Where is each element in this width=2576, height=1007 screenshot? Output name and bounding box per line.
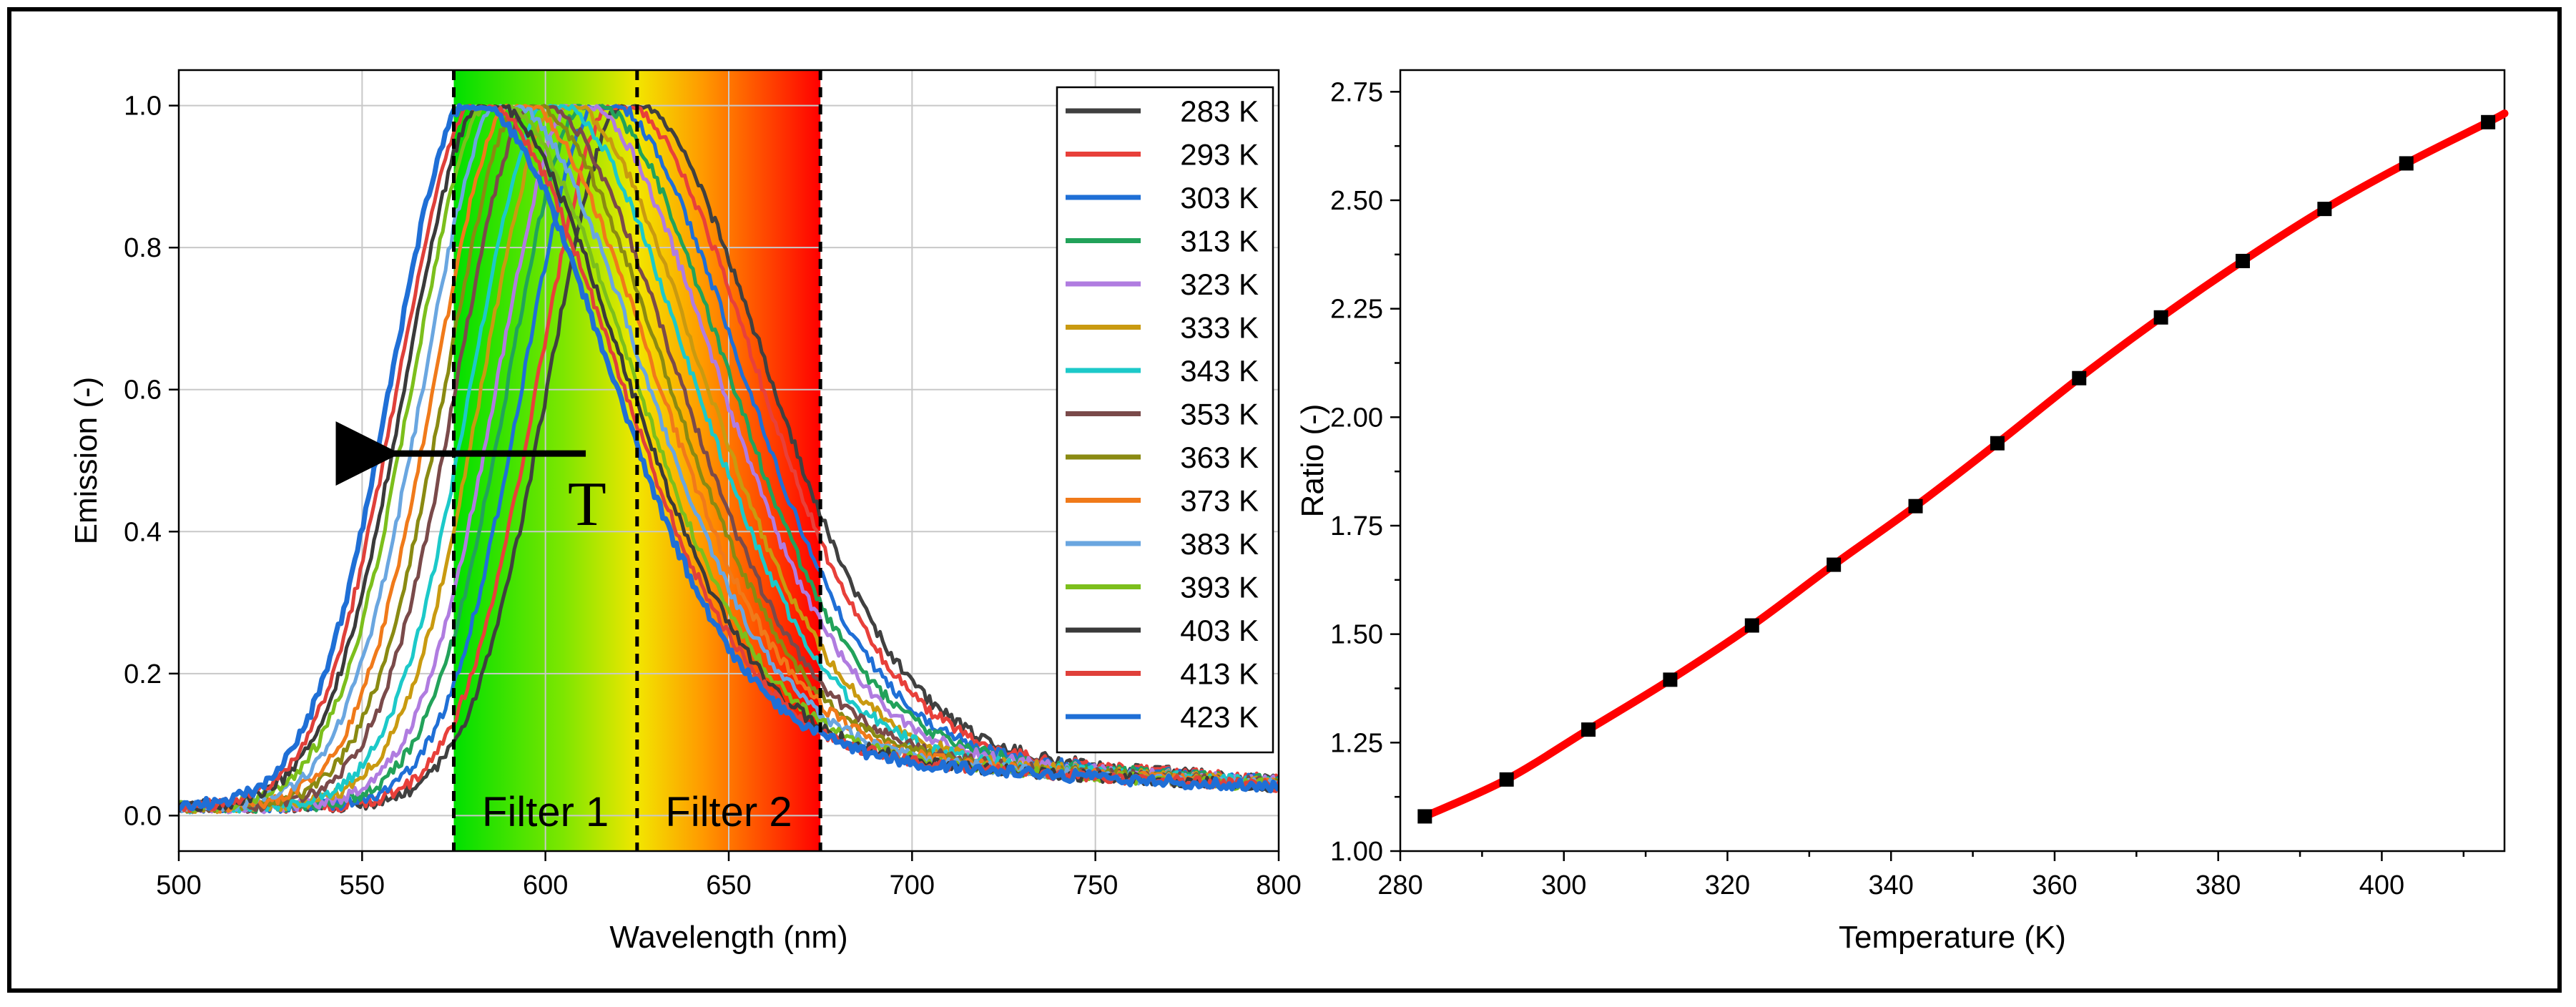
emission-spectra-chart: 500 550 600 650 700 750 8000.00.20.40.60.81.0 … (69, 69, 1302, 955)
filter-2-label: Filter 2 (665, 789, 792, 835)
ratio-point-363 (2072, 370, 2087, 385)
ratio-point-293 (1499, 772, 1514, 787)
legend-label-333-k: 333 K (1180, 311, 1259, 345)
ratio-point-393 (2317, 202, 2332, 217)
legend-label-413-k: 413 K (1180, 657, 1259, 691)
left-x-tick-label: 600 (523, 870, 568, 900)
legend-label-313-k: 313 K (1180, 225, 1259, 258)
left-ticks: 500 550 600 650 700 750 800 0.0 0.2 0.4 0.6 0.8 1.0 (124, 92, 1302, 900)
ratio-point-373 (2153, 310, 2168, 325)
series-line-323-k (179, 104, 1279, 815)
right-y-tick-label: 1.75 (1330, 511, 1383, 541)
left-x-tick-label: 650 (706, 870, 751, 900)
left-y-axis-title: Emission (-) (69, 377, 104, 545)
emission-series-group (179, 103, 1279, 815)
legend-label-383-k: 383 K (1180, 527, 1259, 561)
left-x-tick-label: 550 (340, 870, 385, 900)
legend-items: 283 K 293 K 303 K 313 K 323 K 333 K 343 K 353 K… (1066, 94, 1259, 734)
left-y-tick-label: 0.2 (124, 659, 162, 689)
right-x-tick-label: 400 (2359, 870, 2404, 900)
ratio-point-323 (1744, 618, 1759, 633)
right-axes-frame (1399, 69, 2506, 853)
series-line-413-k (179, 104, 1279, 813)
left-y-tick-label: 0.4 (124, 517, 162, 547)
left-x-tick-label: 750 (1073, 870, 1118, 900)
right-x-tick-label: 360 (2032, 870, 2077, 900)
right-x-tick-label: 340 (1869, 870, 1914, 900)
legend-label-303-k: 303 K (1180, 181, 1259, 215)
ratio-point-383 (2236, 253, 2251, 268)
right-x-tick-label: 320 (1705, 870, 1750, 900)
right-x-tick-label: 280 (1377, 870, 1422, 900)
ratio-point-333 (1827, 557, 1842, 572)
ratio-point-343 (1908, 498, 1923, 514)
right-y-tick-label: 2.00 (1330, 403, 1383, 433)
legend-label-343-k: 343 K (1180, 354, 1259, 388)
ratio-fit-line (1420, 109, 2509, 820)
left-x-axis-title: Wavelength (nm) (609, 920, 847, 955)
filter-1-label: Filter 1 (482, 789, 609, 835)
right-y-tick-label: 2.50 (1330, 186, 1383, 216)
left-x-tick-label: 800 (1256, 870, 1301, 900)
left-x-tick-label: 500 (156, 870, 201, 900)
legend-label-423-k: 423 K (1180, 700, 1259, 734)
right-y-tick-label: 1.25 (1330, 728, 1383, 758)
ratio-point-283 (1417, 809, 1432, 824)
right-y-tick-label: 2.25 (1330, 295, 1383, 325)
filter-edge-lines (452, 70, 822, 851)
legend-label-323-k: 323 K (1180, 267, 1259, 301)
ratio-markers (1417, 114, 2496, 824)
legend-label-403-k: 403 K (1180, 614, 1259, 647)
series-line-423-k (179, 103, 1279, 812)
temperature-arrow-label: T (568, 470, 606, 539)
ratio-point-413 (2481, 114, 2496, 129)
left-y-tick-label: 0.0 (124, 801, 162, 831)
left-y-tick-label: 0.8 (124, 233, 162, 263)
right-y-axis-title: Ratio (-) (1295, 404, 1330, 518)
right-x-axis-title: Temperature (K) (1839, 920, 2066, 955)
ratio-point-313 (1663, 672, 1678, 687)
legend-label-393-k: 393 K (1180, 571, 1259, 604)
right-y-tick-label: 2.75 (1330, 77, 1383, 107)
legend: 283 K 293 K 303 K 313 K 323 K 333 K 343 K 353 K… (1056, 86, 1274, 754)
figure-frame (7, 7, 2562, 993)
right-ticks: 280 300 320 340 360 380 400 1.00 1.25 1.50 1.75 2.0… (1330, 77, 2465, 900)
legend-label-283-k: 283 K (1180, 94, 1259, 128)
right-y-tick-label: 1.50 (1330, 620, 1383, 650)
right-x-tick-label: 380 (2196, 870, 2241, 900)
right-x-tick-label: 300 (1541, 870, 1586, 900)
legend-label-373-k: 373 K (1180, 484, 1259, 518)
left-y-tick-label: 0.6 (124, 375, 162, 406)
ratio-chart: 280 300 320 340 360 380 400 1.00 1.25 1.50 1.75 2.0… (1295, 69, 2509, 955)
ratio-point-403 (2399, 156, 2414, 171)
left-y-tick-label: 1.0 (124, 92, 162, 122)
ratio-point-303 (1581, 722, 1596, 737)
legend-label-293-k: 293 K (1180, 138, 1259, 172)
left-x-tick-label: 700 (890, 870, 935, 900)
right-y-tick-label: 1.00 (1330, 837, 1383, 867)
ratio-point-353 (1990, 436, 2005, 451)
legend-label-363-k: 363 K (1180, 441, 1259, 474)
legend-label-353-k: 353 K (1180, 398, 1259, 431)
